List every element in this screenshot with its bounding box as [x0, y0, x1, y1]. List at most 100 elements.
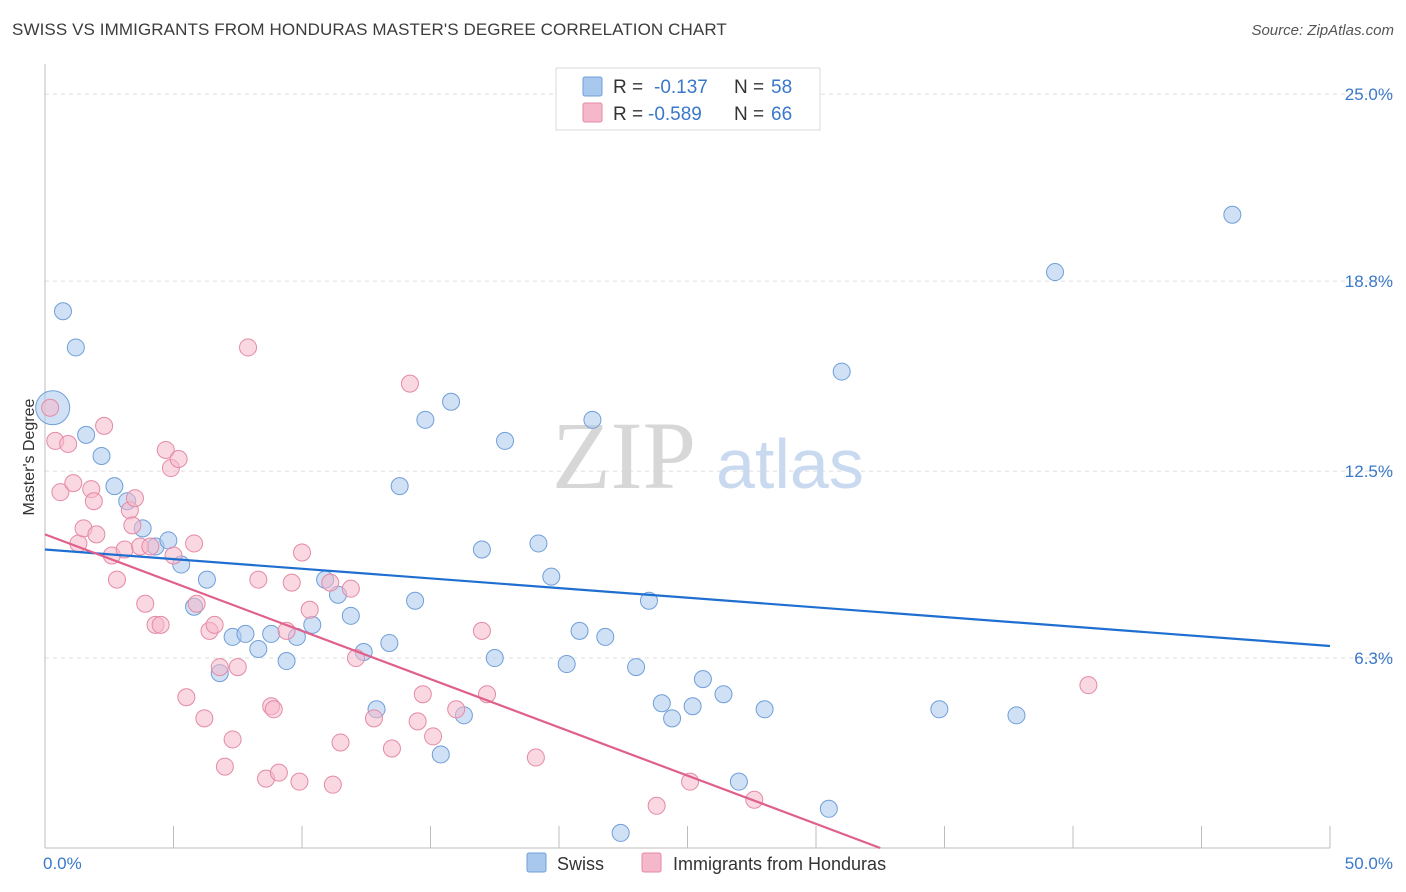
- legend-swatch-swiss: [582, 76, 603, 97]
- trend-lines: [44, 533, 1331, 850]
- honduras-point: [169, 450, 188, 469]
- swiss-point: [406, 591, 425, 610]
- honduras-point: [269, 763, 288, 782]
- swiss-point: [930, 700, 949, 719]
- honduras-point: [323, 775, 342, 794]
- swiss-point: [1007, 706, 1026, 725]
- swiss-point: [570, 621, 589, 640]
- honduras-point: [195, 709, 214, 728]
- swiss-point: [442, 392, 461, 411]
- honduras-point: [264, 700, 283, 719]
- watermark: ZIP atlas: [552, 402, 864, 509]
- legend-n-value-swiss: 58: [771, 77, 792, 98]
- stats-legend: R = -0.137 N = 58 R = -0.589 N = 66: [555, 67, 821, 131]
- honduras-point: [95, 416, 114, 435]
- bottom-legend-swatch-swiss: [526, 852, 547, 873]
- swiss-point: [197, 570, 216, 589]
- honduras-point: [526, 748, 545, 767]
- swiss-point: [652, 694, 671, 713]
- honduras-point: [87, 525, 106, 544]
- honduras-point: [228, 658, 247, 677]
- honduras-point: [300, 600, 319, 619]
- swiss-point: [416, 410, 435, 429]
- honduras-point: [282, 573, 301, 592]
- legend-r-label-swiss: R =: [613, 77, 643, 98]
- swiss-point: [77, 425, 96, 444]
- honduras-point: [290, 772, 309, 791]
- watermark-atlas: atlas: [716, 425, 864, 503]
- honduras-point: [364, 709, 383, 728]
- swiss-point: [755, 700, 774, 719]
- swiss-point: [249, 639, 268, 658]
- honduras-point: [84, 492, 103, 511]
- swiss-point: [683, 697, 702, 716]
- swiss-point: [611, 823, 630, 842]
- honduras-point: [205, 615, 224, 634]
- swiss-point: [472, 540, 491, 559]
- x-tick-label-min: 0.0%: [43, 854, 82, 873]
- legend-r-value-swiss: -0.137: [654, 77, 708, 98]
- honduras-point: [125, 489, 144, 508]
- swiss-point: [159, 531, 178, 550]
- honduras-point: [223, 730, 242, 749]
- y-axis-title: Master's Degree: [21, 398, 38, 515]
- swiss-point: [583, 410, 602, 429]
- y-tick-label: 12.5%: [1345, 462, 1393, 481]
- swiss-point: [92, 447, 111, 465]
- swiss-point: [693, 670, 712, 689]
- bottom-legend-label-honduras: Immigrants from Honduras: [673, 854, 886, 874]
- honduras-trend-line: [44, 533, 881, 850]
- legend-swatch-honduras: [582, 102, 603, 123]
- honduras-point: [164, 546, 183, 565]
- honduras-point: [239, 338, 258, 357]
- y-tick-label: 25.0%: [1345, 85, 1393, 104]
- bottom-legend-swatch-honduras: [641, 852, 662, 873]
- watermark-zip: ZIP: [552, 402, 696, 509]
- swiss-point: [1046, 263, 1065, 282]
- swiss-point: [1223, 205, 1242, 224]
- swiss-point: [380, 633, 399, 652]
- honduras-point: [647, 796, 666, 815]
- chart-source: Source: ZipAtlas.com: [1251, 22, 1394, 39]
- honduras-point: [151, 615, 170, 634]
- honduras-point: [424, 727, 443, 746]
- legend-r-value-honduras: -0.589: [648, 104, 702, 125]
- swiss-point: [303, 615, 322, 634]
- honduras-point: [187, 594, 206, 613]
- legend-r-label-honduras: R =: [613, 104, 643, 125]
- honduras-point: [215, 757, 234, 776]
- honduras-point: [447, 700, 466, 719]
- x-tick-labels: 0.0% 50.0%: [43, 854, 1393, 873]
- honduras-point: [321, 573, 340, 592]
- honduras-point: [141, 537, 160, 556]
- y-tick-label: 18.8%: [1345, 272, 1393, 291]
- legend-n-value-honduras: 66: [771, 104, 792, 125]
- bottom-legend-label-swiss: Swiss: [557, 854, 604, 874]
- axes: [44, 64, 1331, 849]
- honduras-point: [472, 621, 491, 640]
- honduras-point: [156, 440, 175, 459]
- honduras-point: [413, 685, 432, 704]
- honduras-point: [177, 688, 196, 707]
- swiss-point: [277, 652, 296, 671]
- honduras-point: [51, 483, 70, 502]
- honduras-point: [59, 434, 78, 453]
- legend-n-label-honduras: N =: [734, 104, 764, 125]
- swiss-point: [663, 709, 682, 728]
- swiss-point: [496, 431, 515, 450]
- honduras-point: [293, 543, 311, 562]
- swiss-point: [66, 338, 85, 357]
- legend-n-label-swiss: N =: [734, 77, 764, 98]
- swiss-point: [105, 477, 124, 496]
- honduras-point: [331, 733, 350, 752]
- swiss-point: [431, 745, 450, 764]
- swiss-point: [341, 606, 360, 625]
- honduras-point: [64, 474, 83, 493]
- swiss-point: [542, 567, 561, 586]
- honduras-point: [249, 570, 268, 589]
- swiss-point: [53, 302, 72, 321]
- swiss-trend-line: [44, 548, 1331, 648]
- y-tick-label: 6.3%: [1354, 649, 1393, 668]
- honduras-point: [41, 398, 60, 417]
